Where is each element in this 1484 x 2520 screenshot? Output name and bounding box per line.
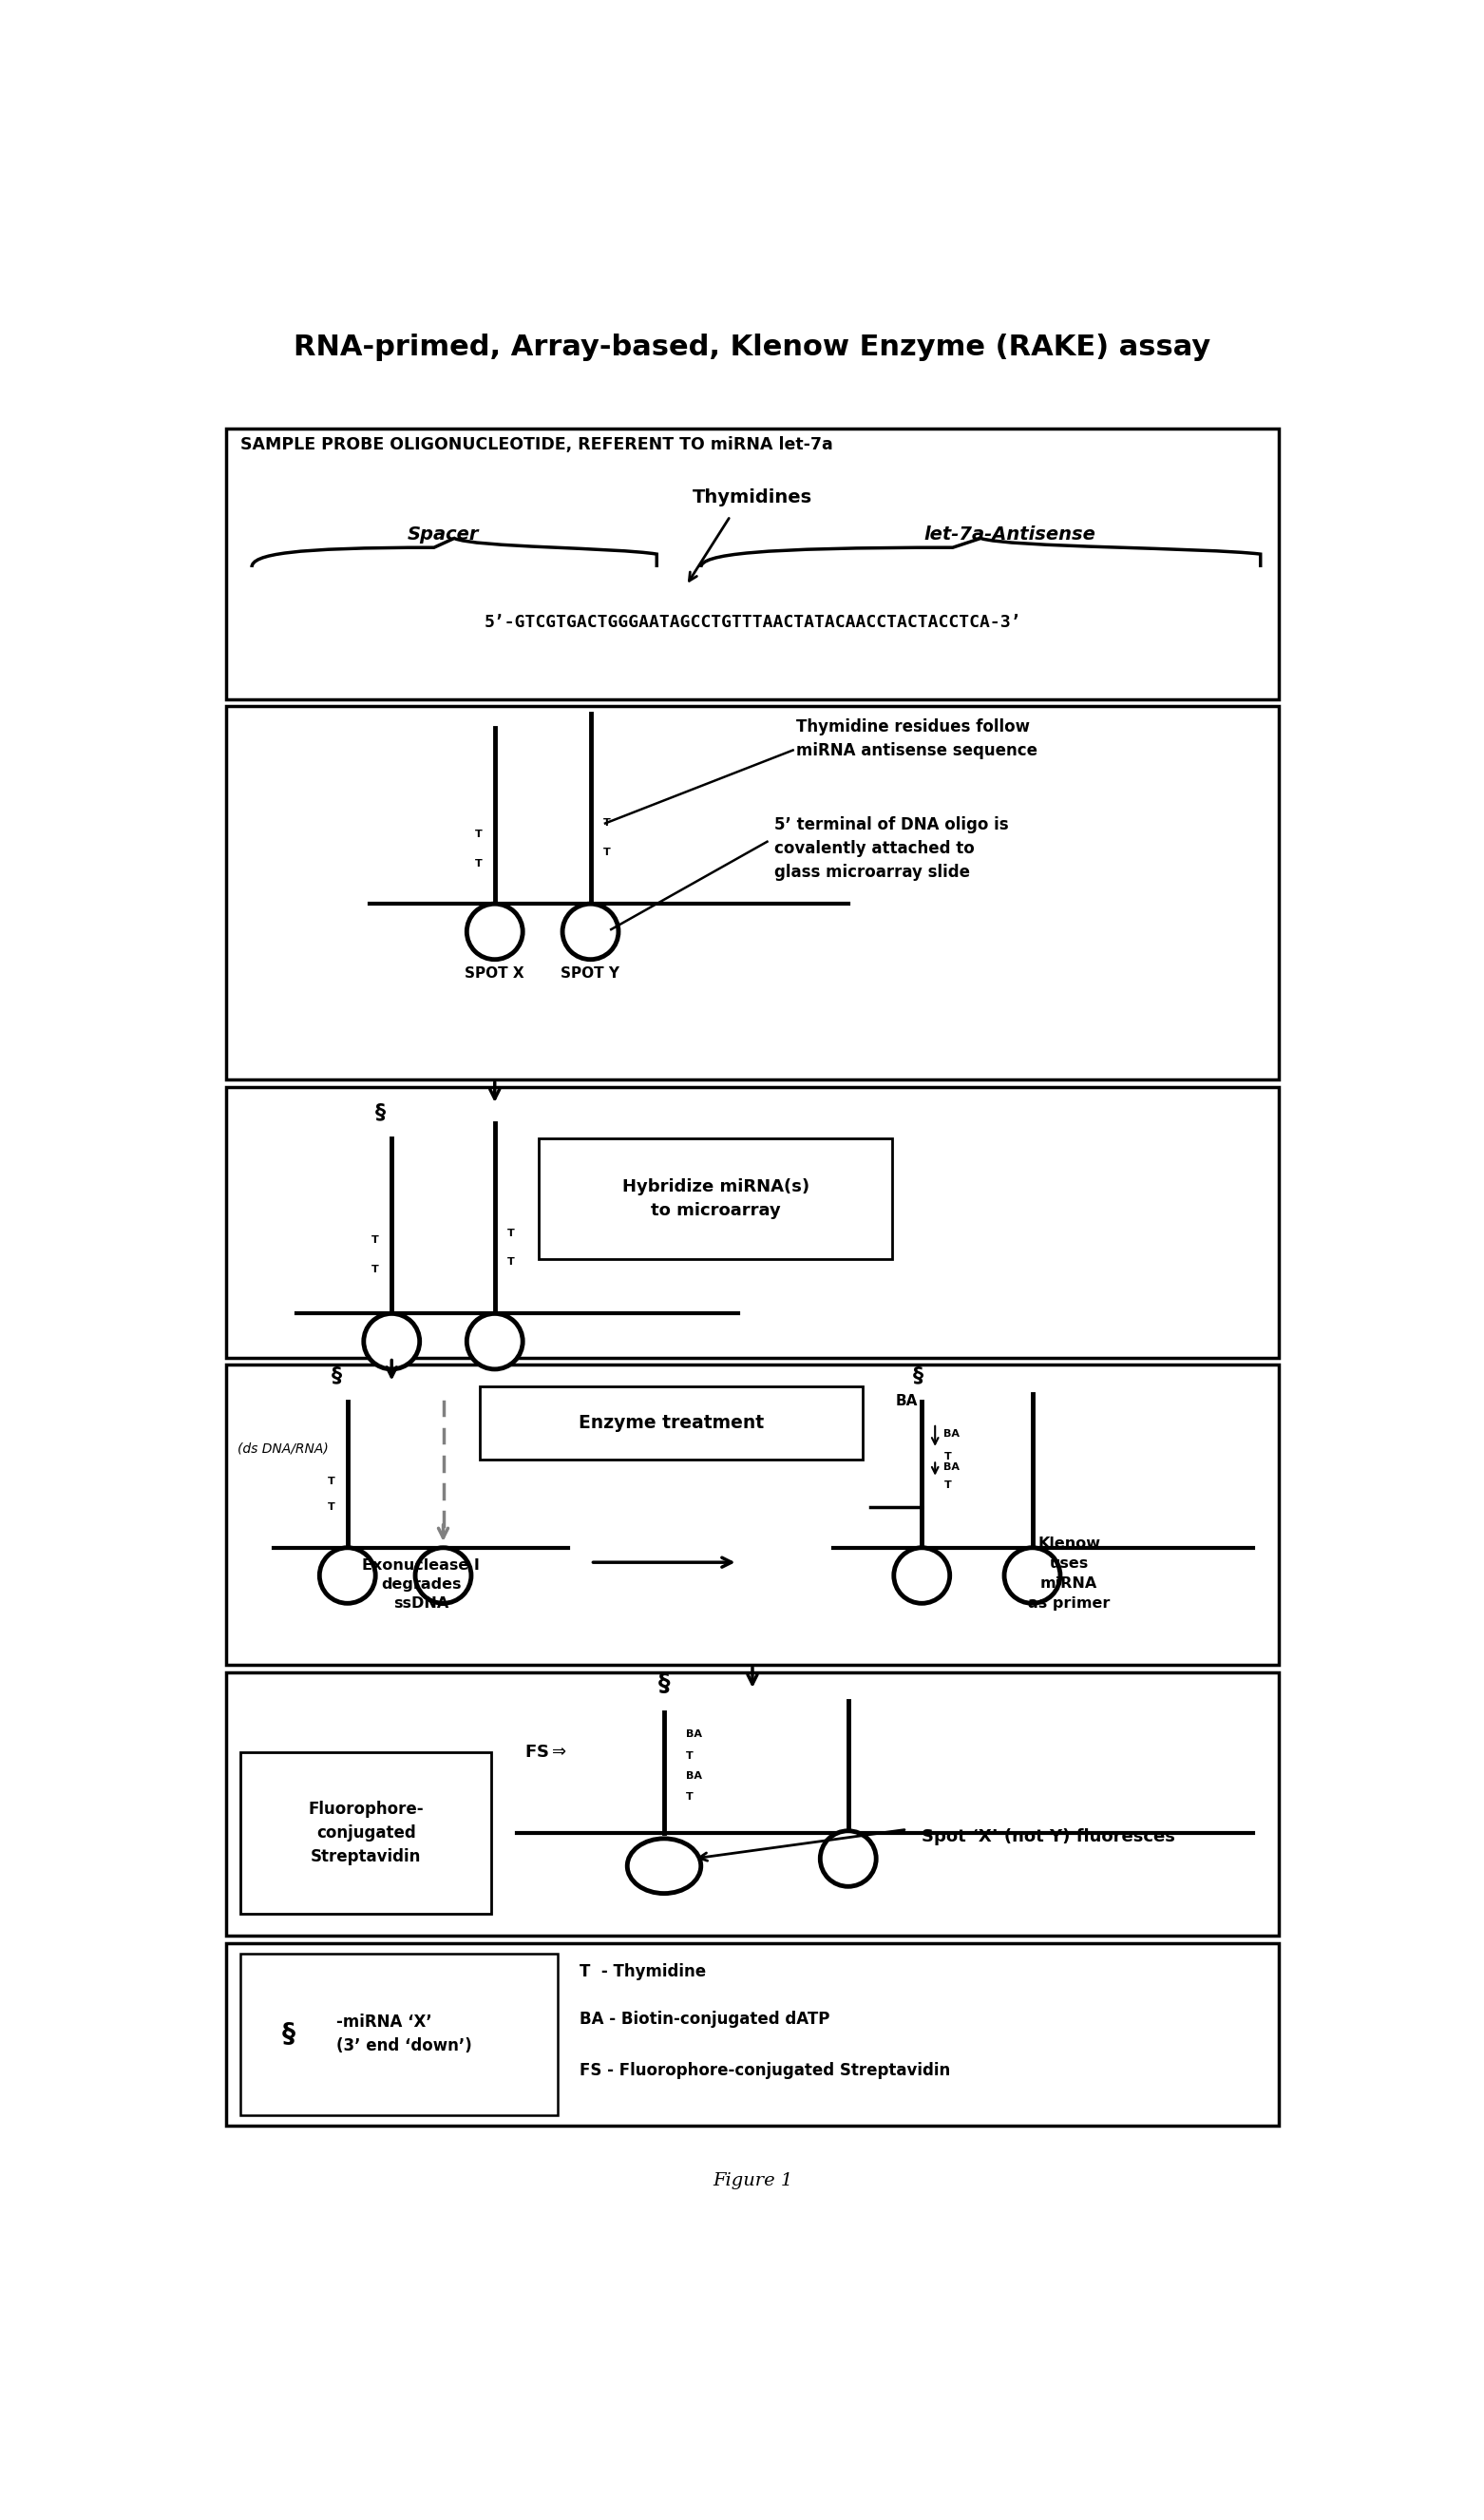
Circle shape — [364, 1313, 420, 1368]
Circle shape — [1005, 1547, 1060, 1603]
Text: $\mathbf{\S}$: $\mathbf{\S}$ — [657, 1671, 671, 1696]
Text: Hybridize miRNA(s)
to microarray: Hybridize miRNA(s) to microarray — [622, 1177, 809, 1220]
Text: T: T — [508, 1257, 515, 1268]
Circle shape — [416, 1547, 472, 1603]
Text: Klenow
uses
miRNA
as primer: Klenow uses miRNA as primer — [1028, 1537, 1110, 1610]
Text: -miRNA ‘X’
(3’ end ‘down’): -miRNA ‘X’ (3’ end ‘down’) — [337, 2013, 472, 2054]
Text: BA: BA — [686, 1772, 702, 1782]
Text: T: T — [603, 819, 610, 829]
Circle shape — [821, 1832, 876, 1887]
Text: $\mathbf{\S}$: $\mathbf{\S}$ — [913, 1366, 925, 1386]
Text: SPOT X: SPOT X — [464, 965, 524, 980]
Circle shape — [893, 1547, 950, 1603]
Text: $\mathbf{\S}$: $\mathbf{\S}$ — [280, 2021, 297, 2049]
Text: T: T — [944, 1452, 951, 1462]
Text: $\mathbf{\S}$: $\mathbf{\S}$ — [331, 1366, 343, 1386]
Text: 5’ terminal of DNA oligo is
covalently attached to
glass microarray slide: 5’ terminal of DNA oligo is covalently a… — [775, 816, 1009, 882]
Text: $\mathbf{\S}$: $\mathbf{\S}$ — [374, 1101, 387, 1124]
Text: Figure 1: Figure 1 — [712, 2172, 792, 2190]
Text: Enzyme treatment: Enzyme treatment — [579, 1414, 764, 1431]
Bar — [226, 1366, 1279, 1666]
Text: FS - Fluorophore-conjugated Streptavidin: FS - Fluorophore-conjugated Streptavidin — [579, 2061, 950, 2079]
Text: T: T — [328, 1502, 335, 1512]
Text: BA: BA — [944, 1429, 960, 1439]
Text: T: T — [372, 1265, 378, 1275]
Text: T: T — [328, 1477, 335, 1487]
Text: Exonuclease I
degrades
ssDNA: Exonuclease I degrades ssDNA — [362, 1557, 479, 1610]
Text: T: T — [686, 1751, 693, 1761]
Circle shape — [467, 905, 522, 960]
Bar — [226, 428, 1279, 698]
Bar — [226, 1943, 1279, 2127]
Text: BA: BA — [896, 1394, 919, 1409]
Text: T: T — [944, 1482, 951, 1489]
Bar — [479, 1386, 862, 1459]
Text: let-7a-Antisense: let-7a-Antisense — [925, 524, 1097, 544]
Bar — [240, 1953, 558, 2114]
Text: T: T — [508, 1227, 515, 1237]
Text: T: T — [475, 829, 482, 839]
Text: Spot ‘X’ (not Y) fluoresces: Spot ‘X’ (not Y) fluoresces — [922, 1827, 1175, 1845]
Circle shape — [467, 1313, 522, 1368]
Ellipse shape — [628, 1840, 700, 1893]
Text: Thymidine residues follow
miRNA antisense sequence: Thymidine residues follow miRNA antisens… — [797, 718, 1037, 759]
Text: Spacer: Spacer — [407, 524, 479, 544]
Text: T: T — [372, 1235, 378, 1245]
Text: T  - Thymidine: T - Thymidine — [579, 1963, 706, 1981]
Text: FS$\Rightarrow$: FS$\Rightarrow$ — [524, 1744, 567, 1761]
Bar — [226, 706, 1279, 1079]
Circle shape — [562, 905, 619, 960]
Text: (ds DNA/RNA): (ds DNA/RNA) — [237, 1441, 328, 1457]
Text: Thymidines: Thymidines — [693, 489, 812, 507]
Text: BA: BA — [944, 1462, 960, 1472]
Text: SPOT Y: SPOT Y — [561, 965, 620, 980]
Bar — [226, 1673, 1279, 1935]
Circle shape — [319, 1547, 375, 1603]
Text: T: T — [686, 1792, 693, 1802]
Text: BA - Biotin-conjugated dATP: BA - Biotin-conjugated dATP — [579, 2011, 830, 2029]
Text: SAMPLE PROBE OLIGONUCLEOTIDE, REFERENT TO miRNA let-7a: SAMPLE PROBE OLIGONUCLEOTIDE, REFERENT T… — [240, 436, 834, 454]
Text: T: T — [603, 847, 610, 857]
Bar — [539, 1139, 892, 1257]
Text: BA: BA — [686, 1729, 702, 1739]
Text: RNA-primed, Array-based, Klenow Enzyme (RAKE) assay: RNA-primed, Array-based, Klenow Enzyme (… — [294, 335, 1211, 360]
Text: Fluorophore-
conjugated
Streptavidin: Fluorophore- conjugated Streptavidin — [309, 1802, 423, 1865]
Text: T: T — [475, 859, 482, 869]
Bar — [226, 1086, 1279, 1358]
Text: 5’-GTCGTGACTGGGAATAGCCTGTTTAACTATACAACCTACTACCTCA-3’: 5’-GTCGTGACTGGGAATAGCCTGTTTAACTATACAACCT… — [484, 612, 1021, 630]
Bar — [240, 1751, 491, 1913]
